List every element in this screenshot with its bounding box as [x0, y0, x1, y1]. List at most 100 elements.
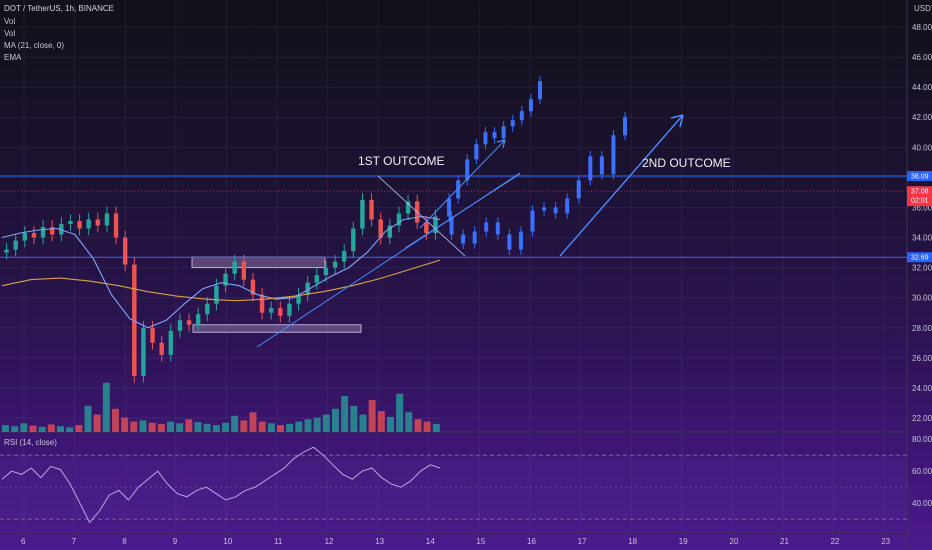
- projection-2-candle: [611, 135, 616, 175]
- candle: [360, 199, 365, 229]
- price-tick-label: 36.00: [912, 203, 932, 212]
- candle: [68, 220, 73, 225]
- volume-bar: [102, 382, 110, 432]
- rsi-title[interactable]: RSI (14, close): [4, 438, 57, 447]
- volume-bar: [267, 423, 275, 432]
- volume-bar: [387, 416, 394, 432]
- symbol-title[interactable]: DOT / TetherUS, 1h, BINANCE: [4, 4, 114, 13]
- volume-bar: [139, 420, 147, 432]
- candle: [268, 308, 274, 313]
- volume-bar: [157, 423, 165, 432]
- price-tick-label: 48.00: [912, 23, 932, 32]
- volume-bar: [29, 425, 37, 432]
- candle: [86, 219, 91, 229]
- volume-bar: [368, 400, 376, 432]
- time-tick-label: 13: [375, 537, 384, 546]
- volume-bar: [57, 426, 64, 432]
- candle: [241, 261, 247, 280]
- projection-2-candle: [565, 198, 570, 214]
- candle: [232, 261, 237, 274]
- currency-label: USDT: [914, 4, 932, 13]
- candle: [95, 219, 101, 226]
- projection-2-candle: [588, 156, 593, 181]
- price-tick-label: 30.00: [912, 294, 932, 303]
- candle: [323, 267, 329, 276]
- volume-bar: [212, 425, 220, 432]
- candle: [205, 303, 210, 315]
- volume-bar: [185, 419, 193, 432]
- volume-bar: [377, 411, 385, 432]
- candle: [13, 240, 18, 250]
- time-tick-label: 12: [325, 537, 334, 546]
- indicator-ma[interactable]: MA (21, close, 0): [4, 41, 65, 50]
- projection-2-candle: [495, 222, 500, 235]
- candle: [278, 308, 283, 316]
- projection-2-candle: [576, 180, 581, 199]
- consolidation-zone: [191, 256, 326, 269]
- volume-bar: [194, 422, 202, 432]
- volume-bar: [332, 408, 339, 432]
- time-tick-label: 11: [274, 537, 283, 546]
- price-tick-label: 40.00: [912, 143, 932, 152]
- arrow-1-line: [419, 139, 506, 229]
- candle: [287, 303, 292, 316]
- projection-2-candle: [449, 216, 454, 235]
- price-tick-label: 24.00: [912, 384, 932, 393]
- arrow-1-head: [496, 139, 506, 149]
- volume-bar: [93, 414, 101, 432]
- candle: [40, 227, 46, 238]
- arrow-2-head: [670, 114, 684, 128]
- candle: [104, 213, 110, 226]
- ema-line: [1, 259, 441, 302]
- price-tag-support: 32.69: [911, 255, 929, 262]
- candle: [49, 227, 55, 235]
- projection-2-candle: [530, 210, 535, 232]
- time-tick-label: 15: [476, 537, 485, 546]
- volume-bar: [222, 422, 229, 432]
- indicator-vol-2[interactable]: Vol: [4, 29, 16, 38]
- volume-bar: [350, 405, 358, 432]
- volume-bar: [295, 421, 303, 432]
- candle: [122, 237, 128, 265]
- volume-bar: [231, 415, 239, 432]
- volume-bar: [203, 423, 211, 432]
- time-tick-label: 18: [628, 537, 637, 546]
- candle: [259, 294, 265, 313]
- projection-1-candle: [474, 144, 479, 160]
- indicator-vol-1[interactable]: Vol: [4, 17, 16, 26]
- candle: [332, 261, 338, 268]
- time-tick-label: 8: [122, 537, 127, 546]
- projection-1-candle: [456, 180, 461, 199]
- volume-bar: [414, 419, 422, 432]
- candle: [314, 275, 320, 283]
- indicator-ema[interactable]: EMA: [4, 53, 22, 62]
- ma-line: [1, 215, 441, 329]
- time-tick-label: 10: [223, 537, 232, 546]
- arrow-2-line: [559, 114, 684, 257]
- price-tick-label: 22.00: [912, 414, 932, 423]
- countdown-label: 02:01: [911, 198, 929, 205]
- projection-1-candle: [519, 111, 524, 121]
- rsi-tick-label: 80.00: [912, 435, 932, 444]
- candle: [168, 330, 174, 355]
- projection-1-candle: [447, 198, 452, 217]
- projection-2-candle: [484, 222, 489, 232]
- volume-bar: [66, 427, 74, 432]
- candle: [387, 225, 393, 238]
- candle: [405, 201, 411, 214]
- volume-bar: [167, 421, 174, 432]
- volume-bar: [258, 421, 266, 432]
- volume-bar: [423, 421, 431, 432]
- candle: [250, 279, 256, 295]
- volume-bar: [176, 423, 184, 432]
- candle: [150, 327, 155, 343]
- projection-2-candle: [461, 234, 466, 244]
- candle: [369, 199, 374, 220]
- price-tick-label: 32.00: [912, 264, 932, 273]
- projection-2-candle: [553, 207, 558, 214]
- candle: [378, 219, 383, 238]
- candle: [4, 249, 9, 253]
- consolidation-zone: [192, 324, 362, 333]
